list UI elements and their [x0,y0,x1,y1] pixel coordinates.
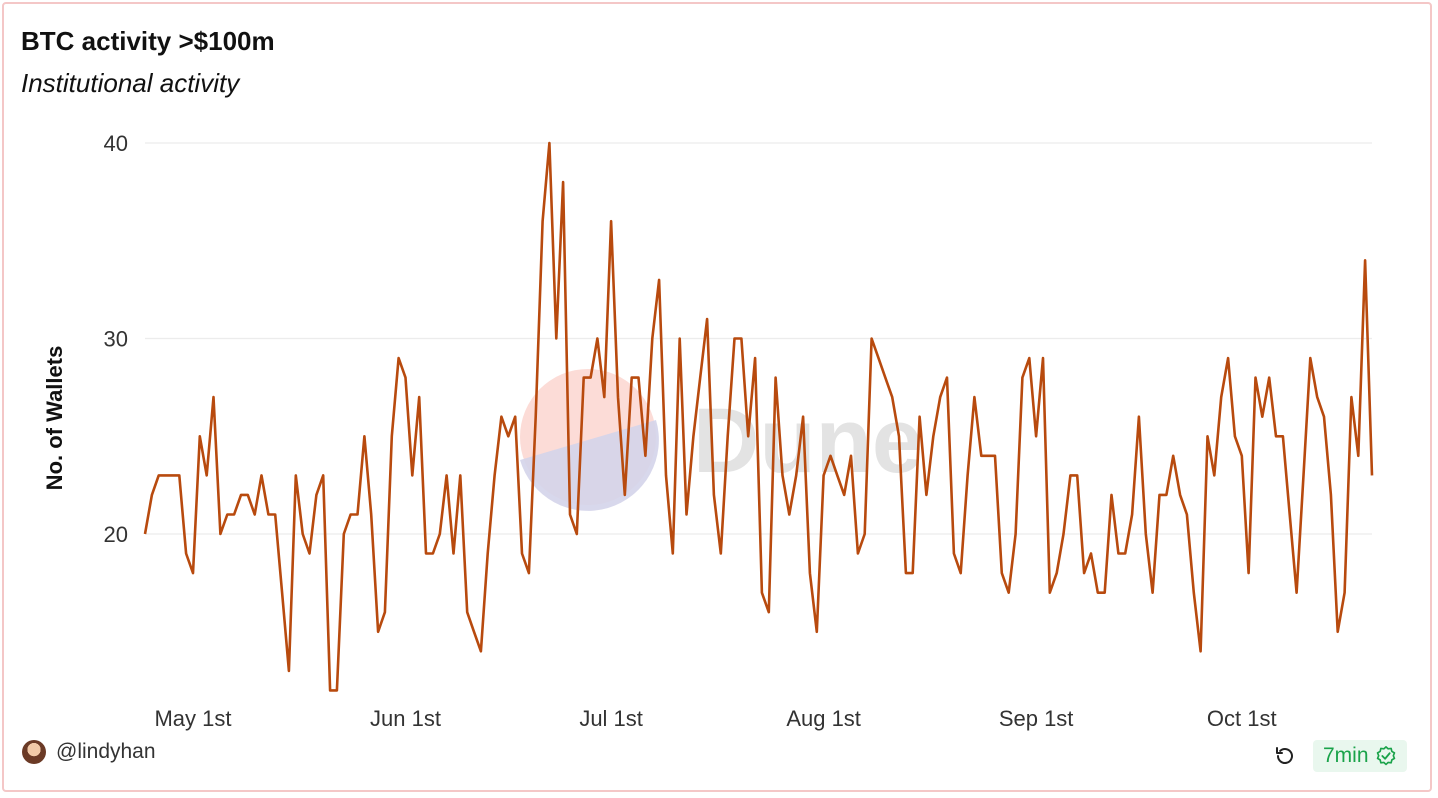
y-tick-label: 30 [104,327,128,352]
series-line [143,141,1374,692]
x-tick-label: May 1st [154,706,231,731]
refresh-icon[interactable] [1273,744,1297,768]
x-tick-label: Sep 1st [999,706,1074,731]
watermark-text: Dune [693,390,923,492]
author-name[interactable]: @lindyhan [56,740,156,763]
chart-title: BTC activity >$100m [21,26,275,56]
x-tick-label: Aug 1st [786,706,861,731]
x-tick-label: Jun 1st [370,706,441,731]
avatar [22,740,46,764]
y-axis-label: No. of Wallets [42,346,67,491]
y-axis-ticks: 20 30 40 [104,131,128,547]
x-tick-label: Jul 1st [579,706,643,731]
gridlines [145,142,1372,535]
freshness-text: 7min [1323,744,1369,767]
author-info[interactable]: @lindyhan [22,740,156,764]
x-axis-ticks: May 1st Jun 1st Jul 1st Aug 1st Sep 1st Oct 1… [154,706,1276,731]
check-badge-icon [1376,746,1395,766]
chart-subtitle: Institutional activity [21,68,240,98]
freshness-badge[interactable]: 7min [1313,740,1407,772]
x-tick-label: Oct 1st [1207,706,1277,731]
y-tick-label: 20 [104,522,128,547]
y-tick-label: 40 [104,131,128,156]
